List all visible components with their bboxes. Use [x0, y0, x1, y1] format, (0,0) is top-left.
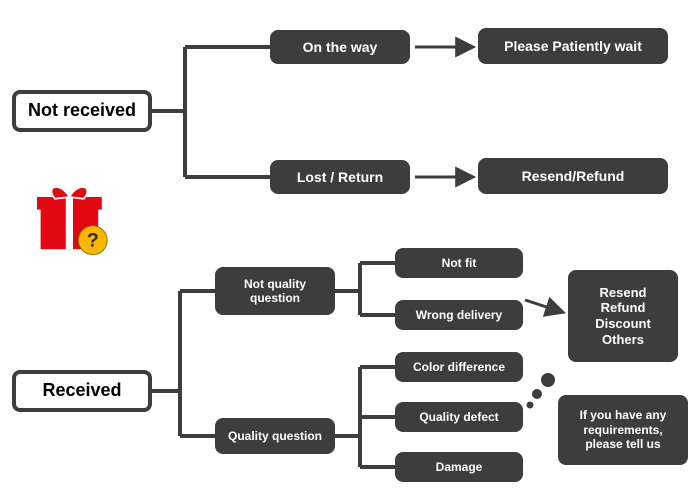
node-not-quality: Not quality question: [215, 267, 335, 315]
gift-icon: ?: [28, 170, 118, 260]
node-quality-def: Quality defect: [395, 402, 523, 432]
node-color-diff: Color difference: [395, 352, 523, 382]
node-please-wait: Please Patiently wait: [478, 28, 668, 64]
node-resolution: Resend Refund Discount Others: [568, 270, 678, 362]
node-received: Received: [12, 370, 152, 412]
node-resend-refund: Resend/Refund: [478, 158, 668, 194]
node-not-received: Not received: [12, 90, 152, 132]
node-not-fit: Not fit: [395, 248, 523, 278]
node-req-note: If you have any requirements, please tel…: [558, 395, 688, 465]
node-damage: Damage: [395, 452, 523, 482]
flowchart-canvas: ?: [0, 0, 700, 500]
node-lost-return: Lost / Return: [270, 160, 410, 194]
node-on-the-way: On the way: [270, 30, 410, 64]
svg-text:?: ?: [87, 230, 99, 252]
node-wrong-deliv: Wrong delivery: [395, 300, 523, 330]
node-quality: Quality question: [215, 418, 335, 454]
